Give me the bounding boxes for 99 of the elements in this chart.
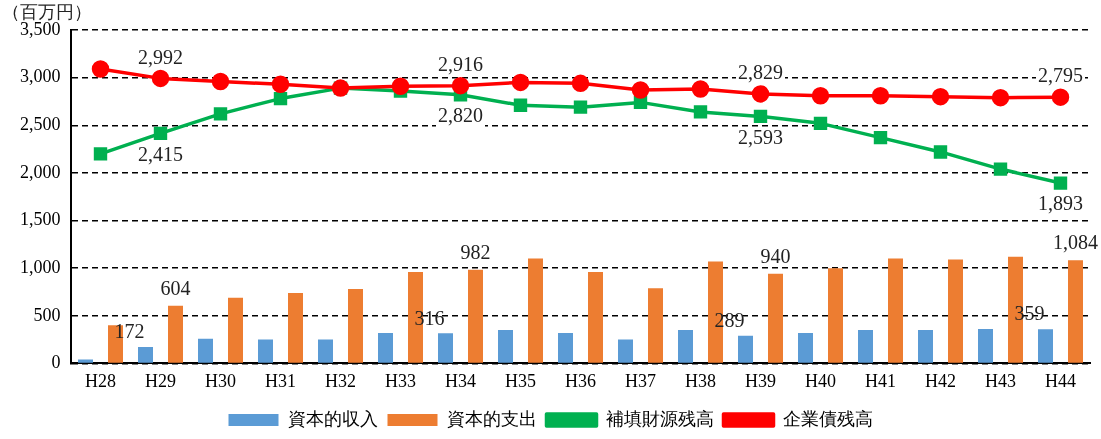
bar bbox=[78, 359, 93, 363]
bar bbox=[1068, 260, 1083, 363]
y-tick-label: 2,500 bbox=[20, 113, 61, 134]
point bbox=[691, 80, 710, 98]
bar bbox=[918, 330, 933, 363]
y-tick-label: 500 bbox=[33, 304, 61, 325]
point bbox=[271, 75, 290, 94]
point bbox=[1051, 88, 1070, 106]
data-label: 982 bbox=[460, 241, 491, 264]
bar bbox=[378, 332, 393, 363]
x-tick-label: H34 bbox=[445, 370, 476, 391]
point bbox=[931, 87, 950, 106]
bar bbox=[828, 268, 843, 363]
y-tick-label: 0 bbox=[51, 352, 61, 373]
data-label: 2,820 bbox=[438, 104, 483, 127]
x-tick-label: H29 bbox=[145, 370, 176, 391]
bar bbox=[588, 271, 603, 363]
point bbox=[91, 60, 110, 78]
point bbox=[693, 105, 708, 119]
bar bbox=[768, 273, 783, 363]
x-tick-label: H33 bbox=[385, 370, 416, 391]
point bbox=[991, 88, 1010, 107]
point bbox=[1053, 176, 1068, 190]
x-tick-label: H30 bbox=[205, 370, 236, 391]
point bbox=[871, 86, 890, 105]
bar bbox=[738, 335, 753, 363]
bar bbox=[288, 292, 303, 363]
point bbox=[511, 73, 530, 92]
bar bbox=[558, 332, 573, 363]
bar bbox=[528, 258, 543, 363]
bar bbox=[888, 258, 903, 363]
data-label: 940 bbox=[760, 245, 791, 268]
legend-label: 企業債残高 bbox=[782, 408, 873, 429]
point bbox=[213, 107, 228, 121]
point bbox=[513, 98, 528, 112]
bar bbox=[198, 338, 213, 363]
bar bbox=[798, 332, 813, 363]
y-tick-label: 3,000 bbox=[20, 66, 61, 87]
bar bbox=[1038, 329, 1053, 363]
x-tick-label: H38 bbox=[685, 370, 716, 391]
point bbox=[573, 100, 588, 114]
bar bbox=[228, 297, 243, 363]
x-tick-label: H28 bbox=[85, 370, 116, 391]
point bbox=[811, 86, 830, 105]
y-tick-label: 1,000 bbox=[20, 256, 61, 277]
bar bbox=[978, 329, 993, 363]
x-tick-label: H35 bbox=[505, 370, 536, 391]
point bbox=[211, 72, 230, 91]
point bbox=[391, 77, 410, 95]
legend-label: 資本的支出 bbox=[446, 408, 537, 429]
bar bbox=[618, 339, 633, 363]
point bbox=[93, 147, 108, 161]
x-tick-label: H31 bbox=[265, 370, 296, 391]
x-tick-label: H39 bbox=[745, 370, 776, 391]
point bbox=[273, 91, 288, 106]
bar bbox=[258, 339, 273, 363]
point bbox=[993, 162, 1008, 176]
bar bbox=[318, 339, 333, 363]
bar bbox=[348, 289, 363, 363]
x-tick-label: H44 bbox=[1045, 370, 1076, 391]
bar bbox=[678, 330, 693, 363]
x-tick-label: H43 bbox=[985, 370, 1016, 391]
data-label: 2,593 bbox=[738, 125, 783, 148]
point bbox=[751, 85, 770, 103]
x-tick-label: H36 bbox=[565, 370, 596, 391]
bar bbox=[438, 333, 453, 363]
data-label: 2,415 bbox=[138, 142, 183, 165]
x-tick-label: H42 bbox=[925, 370, 956, 391]
point bbox=[813, 116, 828, 131]
data-label: 1,893 bbox=[1038, 192, 1083, 215]
data-label: 2,992 bbox=[138, 45, 183, 68]
data-label: 2,795 bbox=[1038, 64, 1083, 87]
data-label: 2,916 bbox=[438, 52, 483, 75]
point bbox=[631, 81, 650, 99]
point bbox=[151, 69, 170, 88]
y-tick-label: 2,000 bbox=[20, 161, 61, 182]
y-tick-label: 1,500 bbox=[20, 209, 61, 230]
x-tick-label: H41 bbox=[865, 370, 896, 391]
bar bbox=[948, 259, 963, 363]
point bbox=[153, 126, 168, 141]
point bbox=[571, 74, 590, 93]
bar bbox=[138, 347, 153, 363]
bar bbox=[468, 269, 483, 363]
legend-label: 補填財源残高 bbox=[605, 408, 714, 429]
bar bbox=[858, 330, 873, 363]
x-tick-label: H40 bbox=[805, 370, 836, 391]
point bbox=[933, 145, 948, 159]
x-tick-label: H32 bbox=[325, 370, 356, 391]
point bbox=[753, 109, 768, 124]
data-label: 604 bbox=[160, 277, 191, 300]
data-label: 2,829 bbox=[738, 61, 783, 84]
x-tick-label: H37 bbox=[625, 370, 656, 391]
bar bbox=[498, 330, 513, 363]
legend-label: 資本的収入 bbox=[287, 408, 378, 429]
point bbox=[451, 76, 470, 95]
bar bbox=[168, 305, 183, 363]
data-label: 1,084 bbox=[1053, 231, 1098, 254]
bar bbox=[648, 288, 663, 363]
point bbox=[873, 130, 888, 145]
